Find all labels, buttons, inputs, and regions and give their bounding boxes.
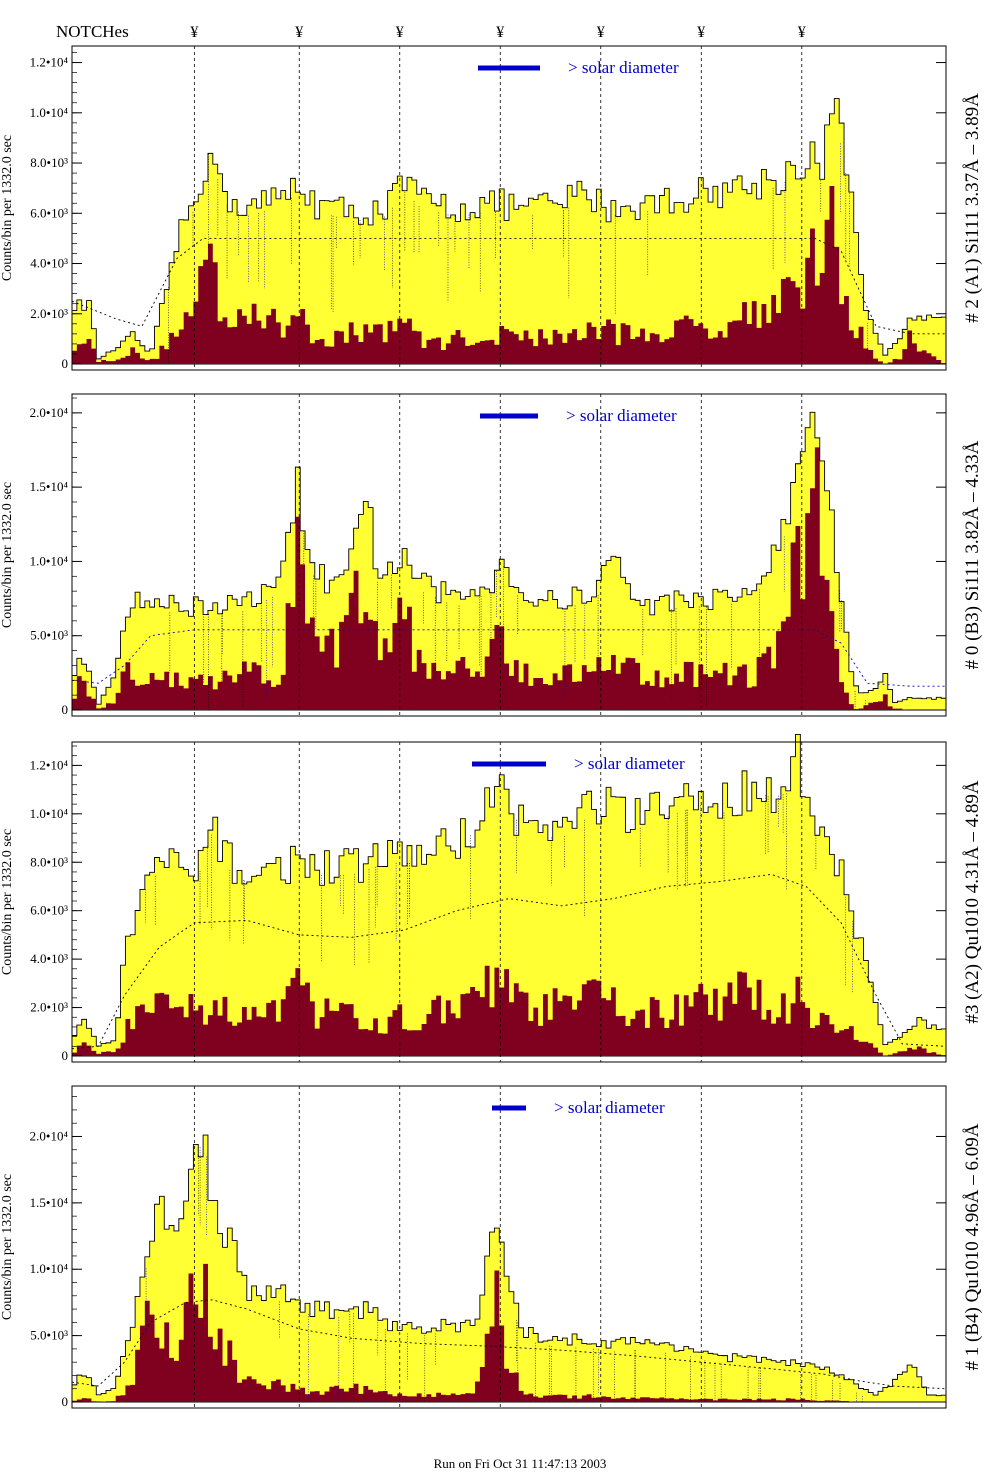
solar-diameter-label: > solar diameter — [568, 58, 679, 77]
notch-marker: ¥ — [190, 24, 198, 41]
total-counts-series — [71, 1134, 947, 1403]
model-curve — [71, 237, 946, 335]
y-tick-label: 8.0•10³ — [30, 155, 68, 170]
y-tick-label: 2.0•10⁴ — [30, 405, 69, 420]
y-axis-label: Counts/bin per 1332.0 sec — [0, 482, 15, 628]
y-tick-label: 5.0•10³ — [30, 1328, 68, 1343]
y-tick-label: 8.0•10³ — [30, 854, 68, 869]
y-tick-label: 2.0•10⁴ — [30, 1128, 69, 1143]
y-tick-label: 1.5•10⁴ — [30, 479, 69, 494]
notch-markers: ¥ ¥ ¥ ¥ ¥ ¥ ¥ — [190, 24, 805, 41]
spectrum-panel: 0 2.0•10³ 4.0•10³ 6.0•10³ 8.0•10³ 1.0•10⁴ 1.2•… — [0, 45, 983, 371]
notch-marker: ¥ — [597, 24, 605, 41]
y-axis-label: Counts/bin per 1332.0 sec — [0, 829, 15, 975]
y-tick-label: 1.0•10⁴ — [30, 806, 69, 821]
panel-side-label: # 2 (A1) Si111 3.37Å – 3.89Å — [962, 93, 983, 323]
panel-frame — [71, 741, 947, 1063]
notch-marker: ¥ — [396, 24, 404, 41]
y-tick-label: 5.0•10³ — [30, 628, 68, 643]
y-tick-label: 2.0•10³ — [30, 1000, 68, 1015]
run-footer: Run on Fri Oct 31 11:47:13 2003 — [434, 1456, 607, 1471]
solar-diameter-label: > solar diameter — [574, 754, 685, 773]
spectrum-panel: 0 2.0•10³ 4.0•10³ 6.0•10³ 8.0•10³ 1.0•10⁴ 1.2•… — [0, 733, 983, 1063]
total-counts-series — [71, 733, 947, 1057]
panels: 0 2.0•10³ 4.0•10³ 6.0•10³ 8.0•10³ 1.0•10⁴ 1.2•… — [0, 45, 983, 1409]
notch-marker: ¥ — [496, 24, 504, 41]
panel-side-label: # 0 (B3) Si111 3.82Å – 4.33Å — [962, 440, 983, 669]
y-tick-label: 1.2•10⁴ — [30, 757, 69, 772]
spectrum-panel: 0 5.0•10³ 1.0•10⁴ 1.5•10⁴ 2.0•10⁴ Counts/bin … — [0, 1085, 983, 1409]
component-counts-series — [72, 1263, 946, 1402]
panel-side-label: # 1 (B4) Qu1010 4.96Å – 6.09Å — [962, 1123, 983, 1370]
panel-frame — [71, 1085, 947, 1409]
panel-side-label: #3 (A2) Qu1010 4.31Å – 4.89Å — [962, 780, 983, 1024]
component-counts-series — [72, 965, 946, 1056]
y-tick-label: 1.0•10⁴ — [30, 105, 69, 120]
notches-title: NOTCHes — [56, 22, 129, 41]
y-axis-label: Counts/bin per 1332.0 sec — [0, 1174, 15, 1320]
y-tick-label: 6.0•10³ — [30, 205, 68, 220]
notch-marker: ¥ — [697, 24, 705, 41]
y-tick-label: 0 — [62, 1048, 69, 1063]
y-tick-label: 1.0•10⁴ — [30, 553, 69, 568]
y-tick-label: 4.0•10³ — [30, 256, 68, 271]
y-tick-label: 0 — [62, 356, 69, 371]
y-axis-label: Counts/bin per 1332.0 sec — [0, 135, 15, 281]
y-tick-label: 1.0•10⁴ — [30, 1261, 69, 1276]
y-tick-label: 4.0•10³ — [30, 951, 68, 966]
model-curve — [71, 1299, 947, 1390]
model-curve — [71, 629, 946, 687]
solar-diameter-label: > solar diameter — [566, 406, 677, 425]
spectrum-panel: 0 5.0•10³ 1.0•10⁴ 1.5•10⁴ 2.0•10⁴ Counts/bin … — [0, 393, 983, 717]
solar-diameter-label: > solar diameter — [554, 1098, 665, 1117]
component-counts-series — [72, 186, 946, 364]
panel-frame — [71, 393, 947, 717]
notch-marker: ¥ — [295, 24, 303, 41]
y-tick-label: 1.2•10⁴ — [30, 55, 69, 70]
total-counts-series — [71, 98, 947, 365]
notch-marker: ¥ — [798, 24, 806, 41]
component-counts-series — [72, 447, 946, 710]
panel-frame — [71, 45, 947, 371]
y-tick-label: 0 — [62, 1394, 69, 1409]
y-tick-label: 1.5•10⁴ — [30, 1195, 69, 1210]
y-tick-label: 6.0•10³ — [30, 903, 68, 918]
y-tick-label: 0 — [62, 702, 69, 717]
y-tick-label: 2.0•10³ — [30, 306, 68, 321]
